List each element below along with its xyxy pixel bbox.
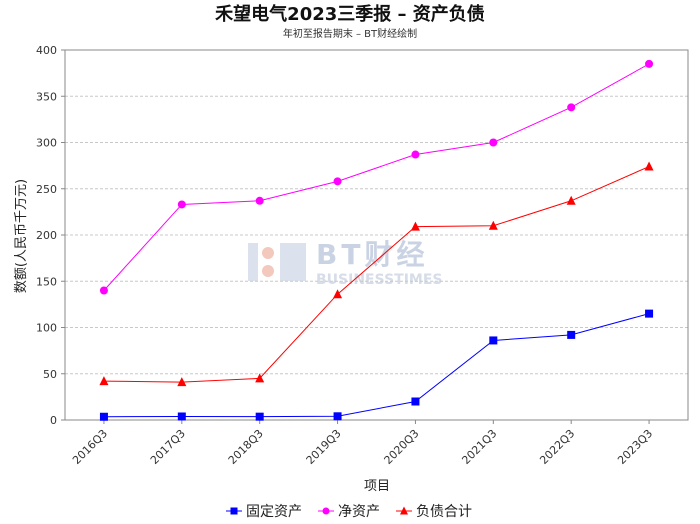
series-line bbox=[103, 313, 650, 418]
data-point bbox=[99, 286, 108, 295]
y-tick-label: 100 bbox=[36, 322, 57, 335]
data-point bbox=[488, 220, 498, 230]
y-tick-label: 300 bbox=[36, 137, 57, 150]
y-tick-label: 150 bbox=[36, 275, 57, 288]
data-point bbox=[566, 195, 576, 205]
data-point bbox=[644, 161, 654, 171]
data-point bbox=[645, 59, 654, 68]
watermark-text: BT财经 bbox=[316, 238, 428, 271]
data-point bbox=[410, 221, 420, 231]
data-point bbox=[489, 336, 498, 345]
y-tick-label: 400 bbox=[36, 44, 57, 57]
data-point bbox=[411, 397, 420, 406]
legend-marker bbox=[322, 507, 330, 515]
series-line bbox=[103, 63, 650, 291]
data-point bbox=[177, 200, 186, 209]
data-point bbox=[567, 103, 576, 112]
watermark: BT财经 BUSINESSTIMES bbox=[248, 238, 443, 288]
data-point bbox=[333, 177, 342, 186]
legend-marker bbox=[400, 506, 408, 515]
series-line bbox=[103, 166, 650, 383]
data-point bbox=[489, 138, 498, 147]
data-point bbox=[411, 150, 420, 159]
x-tick-label: 2022Q3 bbox=[537, 427, 577, 467]
x-tick-label: 2017Q3 bbox=[148, 427, 188, 467]
x-tick-label: 2016Q3 bbox=[70, 427, 110, 467]
data-point bbox=[177, 377, 187, 387]
y-tick-label: 350 bbox=[36, 90, 57, 103]
data-point bbox=[567, 330, 576, 339]
data-point bbox=[255, 196, 264, 205]
y-tick-label: 250 bbox=[36, 183, 57, 196]
y-tick-label: 50 bbox=[43, 368, 57, 381]
chart-subtitle: 年初至报告期末 – BT财经绘制 bbox=[283, 27, 417, 40]
data-point bbox=[99, 376, 109, 386]
legend-label: 固定资产 bbox=[246, 504, 302, 520]
chart-title: 禾望电气2023三季报 – 资产负债 bbox=[215, 3, 485, 25]
y-tick-label: 200 bbox=[36, 229, 57, 242]
data-point bbox=[333, 289, 343, 299]
legend-marker bbox=[230, 507, 238, 515]
x-tick-label: 2020Q3 bbox=[381, 427, 421, 467]
x-tick-label: 2023Q3 bbox=[615, 427, 655, 467]
data-point bbox=[255, 412, 264, 421]
y-axis-label: 数额(人民币千万元) bbox=[14, 179, 29, 293]
data-point bbox=[255, 373, 265, 383]
x-tick-label: 2018Q3 bbox=[226, 427, 266, 467]
legend-label: 负债合计 bbox=[416, 504, 472, 520]
legend: 固定资产 净资产 负债合计 bbox=[226, 504, 472, 520]
y-tick-label: 0 bbox=[50, 414, 57, 427]
data-point bbox=[99, 412, 108, 421]
x-tick-label: 2021Q3 bbox=[459, 427, 499, 467]
data-point bbox=[177, 412, 186, 421]
data-point bbox=[645, 309, 654, 318]
x-axis-label: 项目 bbox=[364, 479, 390, 494]
watermark-subtext: BUSINESSTIMES bbox=[316, 272, 443, 288]
legend-label: 净资产 bbox=[338, 504, 380, 520]
data-point bbox=[333, 412, 342, 421]
x-tick-label: 2019Q3 bbox=[304, 427, 344, 467]
